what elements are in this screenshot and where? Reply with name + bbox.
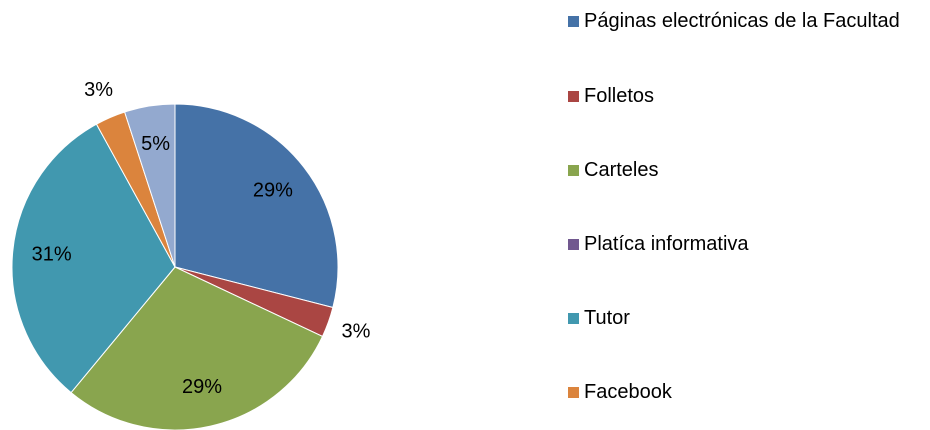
pie-slice	[174, 103, 339, 309]
data-label: 29%	[182, 376, 222, 398]
data-label: 3%	[342, 320, 371, 342]
legend-swatch	[568, 16, 579, 27]
legend-item: Platíca informativa	[568, 231, 928, 257]
legend-item: Folletos	[568, 83, 928, 109]
pie-slice	[123, 103, 176, 268]
data-label: 29%	[253, 179, 293, 201]
pie-slice	[11, 123, 176, 394]
legend-swatch	[568, 239, 579, 250]
pie-slice	[70, 266, 324, 430]
legend-label: Tutor	[584, 307, 630, 329]
data-label: 3%	[84, 79, 113, 101]
data-label: 31%	[32, 244, 72, 266]
legend-item: Tutor	[568, 305, 928, 331]
legend-swatch	[568, 165, 579, 176]
legend-label: Páginas electrónicas de la Facultad	[584, 10, 900, 32]
legend-swatch	[568, 387, 579, 398]
data-label: 5%	[141, 133, 170, 155]
legend-label: Folletos	[584, 85, 655, 107]
legend-swatch	[568, 91, 579, 102]
legend-label: Platíca informativa	[584, 233, 749, 255]
legend-label: Facebook	[584, 381, 672, 403]
legend-swatch	[568, 313, 579, 324]
legend-label: Carteles	[584, 159, 659, 181]
legend-item: Páginas electrónicas de la Facultad	[568, 8, 928, 34]
legend-item: Facebook	[568, 379, 928, 405]
legend-item: Carteles	[568, 157, 928, 183]
